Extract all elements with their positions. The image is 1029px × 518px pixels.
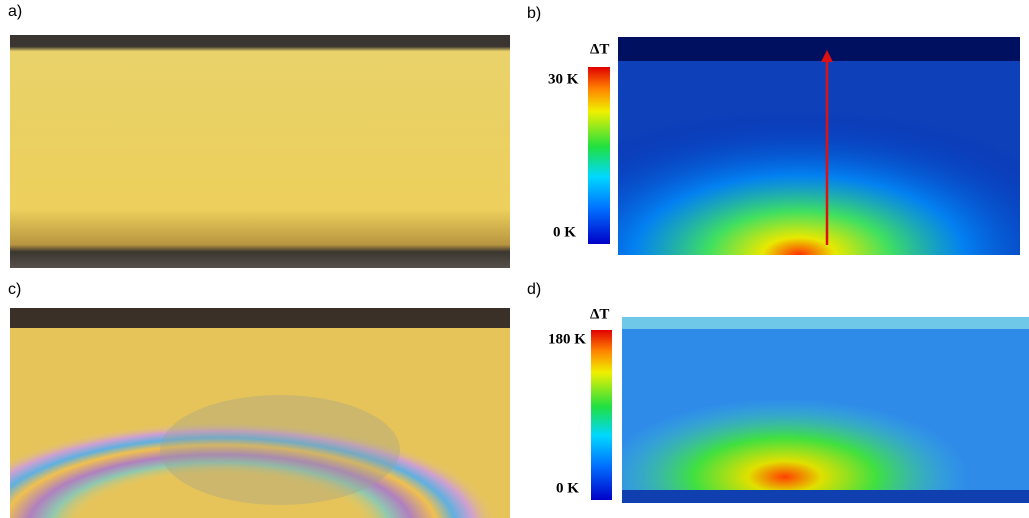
- page: {"panels": [ {"label": "a)"}, {"label": …: [0, 0, 1029, 518]
- photo-edge: [10, 308, 510, 328]
- thermal-hotspot: [618, 61, 1020, 255]
- thermal-edge: [622, 490, 1029, 503]
- colorbar-title: ΔT: [590, 306, 609, 322]
- colorbar-max: 180 K: [548, 331, 586, 347]
- panel-label: c): [8, 281, 21, 298]
- colorbar: [588, 67, 610, 244]
- photo: [10, 35, 510, 268]
- panel-label: a): [8, 3, 22, 20]
- figure: a) b) ΔT 30 K 0 K c) d) ΔT 180 K 0 K: [0, 0, 1029, 518]
- colorbar-min: 0 K: [553, 224, 576, 240]
- colorbar: [591, 330, 612, 500]
- colorbar-min: 0 K: [556, 480, 579, 496]
- thermal-edge: [622, 317, 1029, 329]
- panel-label: d): [527, 281, 541, 298]
- colorbar-max: 30 K: [548, 71, 579, 87]
- thermal-edge: [618, 37, 1020, 61]
- colorbar-title: ΔT: [590, 41, 609, 57]
- damage-zone: [160, 395, 400, 505]
- panel-label: b): [527, 5, 541, 22]
- thermal-hotspot: [622, 329, 1029, 503]
